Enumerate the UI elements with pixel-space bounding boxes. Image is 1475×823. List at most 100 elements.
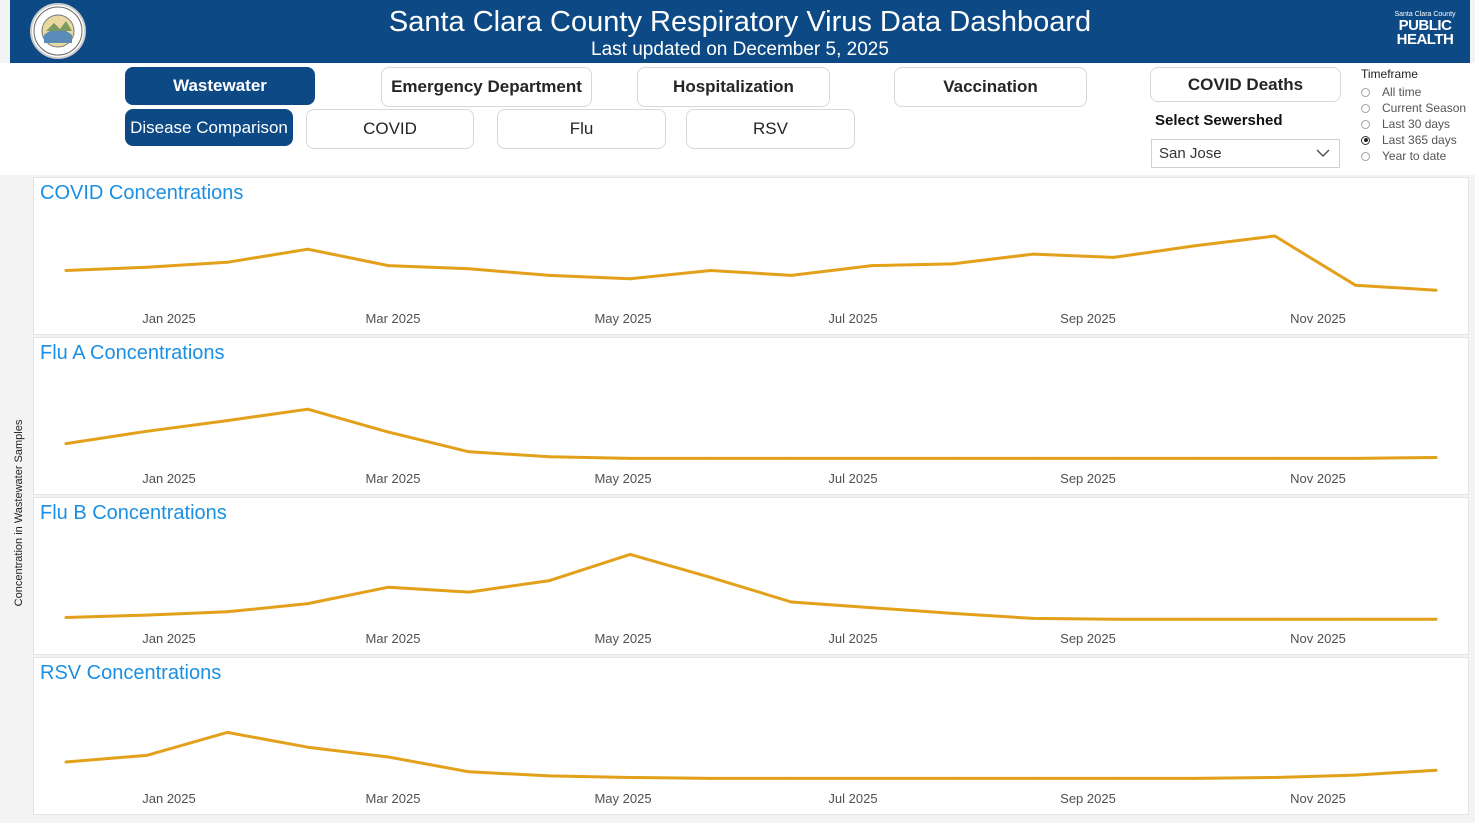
emergency-department-button[interactable]: Emergency Department [381, 67, 592, 107]
data-point[interactable] [1273, 456, 1277, 460]
data-point[interactable] [870, 776, 874, 780]
data-point[interactable] [1273, 234, 1277, 238]
data-point[interactable] [548, 455, 551, 459]
data-point[interactable] [548, 273, 551, 277]
data-point[interactable] [709, 269, 713, 272]
data-point[interactable] [225, 610, 229, 614]
sewershed-dropdown[interactable]: San Jose [1151, 139, 1340, 168]
data-point[interactable] [1434, 288, 1438, 292]
radio-icon[interactable] [1361, 119, 1370, 129]
series-line[interactable] [65, 552, 1436, 621]
x-tick-label: Mar 2025 [366, 631, 421, 646]
data-point[interactable] [1031, 252, 1035, 256]
data-point[interactable] [64, 760, 68, 764]
data-point[interactable] [789, 273, 793, 277]
timeframe-option-current-season[interactable]: Current Season [1361, 100, 1466, 116]
x-tick-label: Jan 2025 [142, 471, 196, 486]
data-point[interactable] [306, 602, 310, 606]
data-point[interactable] [145, 613, 149, 617]
data-point[interactable] [789, 456, 793, 460]
y-axis-label: Concentration in Wastewater Samples [13, 419, 25, 607]
data-point[interactable] [64, 269, 68, 272]
wastewater-button[interactable]: Wastewater [125, 67, 315, 105]
data-point[interactable] [628, 552, 632, 556]
data-point[interactable] [1112, 255, 1116, 259]
data-point[interactable] [1112, 617, 1116, 621]
data-point[interactable] [709, 456, 713, 460]
data-point[interactable] [789, 600, 793, 604]
data-point[interactable] [548, 579, 551, 583]
data-point[interactable] [1192, 244, 1196, 248]
data-point[interactable] [225, 419, 229, 423]
data-point[interactable] [951, 776, 954, 780]
data-point[interactable] [1112, 456, 1116, 460]
data-point[interactable] [467, 267, 471, 271]
data-point[interactable] [1031, 776, 1035, 780]
data-point[interactable] [1434, 768, 1438, 772]
data-point[interactable] [951, 262, 954, 266]
data-point[interactable] [870, 264, 874, 268]
covid-deaths-button[interactable]: COVID Deaths [1150, 67, 1341, 102]
data-point[interactable] [467, 770, 471, 774]
data-point[interactable] [386, 585, 390, 589]
data-point[interactable] [951, 456, 954, 460]
data-point[interactable] [709, 776, 713, 780]
data-point[interactable] [1031, 616, 1035, 620]
timeframe-option-all-time[interactable]: All time [1361, 84, 1421, 100]
data-point[interactable] [870, 606, 874, 610]
data-point[interactable] [145, 753, 149, 757]
radio-icon[interactable] [1361, 151, 1370, 161]
data-point[interactable] [1192, 617, 1196, 621]
data-point[interactable] [1353, 283, 1357, 287]
radio-selected-icon[interactable] [1361, 135, 1370, 145]
data-point[interactable] [951, 611, 954, 615]
hospitalization-button[interactable]: Hospitalization [637, 67, 830, 107]
series-line[interactable] [65, 407, 1437, 460]
data-point[interactable] [64, 442, 68, 446]
data-point[interactable] [145, 429, 149, 433]
data-point[interactable] [1434, 456, 1438, 459]
data-point[interactable] [467, 450, 471, 454]
data-point[interactable] [1273, 617, 1277, 621]
data-point[interactable] [306, 745, 310, 749]
data-point[interactable] [145, 265, 149, 269]
radio-icon[interactable] [1361, 103, 1370, 113]
data-point[interactable] [548, 774, 551, 778]
data-point[interactable] [306, 407, 310, 411]
data-point[interactable] [1353, 773, 1357, 777]
series-line[interactable] [65, 234, 1437, 292]
data-point[interactable] [1273, 776, 1277, 779]
radio-icon[interactable] [1361, 87, 1370, 97]
data-point[interactable] [306, 247, 310, 251]
rsv-button[interactable]: RSV [686, 109, 855, 149]
x-tick-label: Mar 2025 [366, 791, 421, 806]
data-point[interactable] [628, 277, 632, 281]
data-point[interactable] [789, 776, 793, 780]
data-point[interactable] [386, 264, 390, 268]
data-point[interactable] [64, 616, 68, 619]
data-point[interactable] [386, 755, 390, 759]
data-point[interactable] [467, 590, 471, 594]
data-point[interactable] [225, 260, 229, 264]
disease-comparison-button[interactable]: Disease Comparison [125, 109, 293, 146]
flu-button[interactable]: Flu [497, 109, 666, 149]
data-point[interactable] [386, 430, 390, 434]
data-point[interactable] [709, 575, 713, 579]
data-point[interactable] [1353, 456, 1357, 460]
data-point[interactable] [628, 776, 632, 779]
data-point[interactable] [628, 456, 632, 460]
data-point[interactable] [1434, 617, 1438, 621]
timeframe-option-last-365-days[interactable]: Last 365 days [1361, 132, 1457, 148]
data-point[interactable] [1353, 617, 1357, 621]
data-point[interactable] [1192, 456, 1196, 460]
covid-button[interactable]: COVID [306, 109, 474, 149]
series-line[interactable] [65, 730, 1437, 780]
data-point[interactable] [1112, 776, 1116, 780]
timeframe-option-year-to-date[interactable]: Year to date [1361, 148, 1446, 164]
data-point[interactable] [1192, 776, 1196, 780]
vaccination-button[interactable]: Vaccination [894, 67, 1087, 107]
data-point[interactable] [225, 730, 229, 734]
data-point[interactable] [1031, 456, 1035, 460]
timeframe-option-last-30-days[interactable]: Last 30 days [1361, 116, 1450, 132]
data-point[interactable] [870, 456, 874, 460]
